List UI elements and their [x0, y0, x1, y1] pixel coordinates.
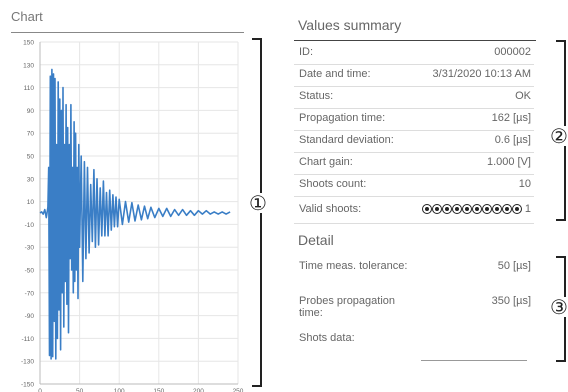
valid-shoot-dot — [441, 204, 452, 214]
detail-shots-data-label: Shots data: — [299, 332, 355, 344]
summary-row-value: 3/31/2020 10:13 AM — [432, 68, 531, 80]
y-tick-label: -110 — [21, 336, 34, 343]
summary-row-separator — [294, 130, 534, 131]
summary-row: Propagation time: 162 [µs] — [299, 112, 531, 124]
valid-shoot-dot — [471, 204, 482, 214]
summary-row-label: Date and time: — [299, 68, 371, 80]
detail-row-probes: Probes propagation time: 350 [µs] — [299, 295, 531, 319]
y-tick-label: 90 — [27, 108, 35, 115]
y-tick-label: -30 — [25, 245, 35, 252]
summary-row: Date and time: 3/31/2020 10:13 AM — [299, 68, 531, 80]
summary-row-label: Status: — [299, 90, 334, 102]
x-tick-label: 150 — [153, 388, 164, 392]
detail-probes-value: 350 [µs] — [491, 295, 531, 307]
summary-row-label: Shoots count: — [299, 178, 367, 190]
summary-row-label: Standard deviation: — [299, 134, 394, 146]
summary-row: Status: OK — [299, 90, 531, 102]
x-tick-label: 50 — [76, 388, 84, 392]
summary-title-rule — [294, 40, 536, 41]
summary-row-value: 162 [µs] — [491, 112, 531, 124]
y-tick-label: -10 — [25, 222, 35, 229]
y-tick-label: 130 — [23, 62, 34, 69]
summary-row-separator — [294, 108, 534, 109]
callout-2: ② — [550, 124, 568, 148]
summary-row-separator — [294, 152, 534, 153]
y-tick-label: -70 — [25, 290, 35, 297]
valid-shoots-row: Valid shoots: 1 — [299, 203, 531, 215]
detail-row-tolerance: Time meas. tolerance: 50 [µs] — [299, 260, 531, 272]
chart-title: Chart — [11, 9, 43, 24]
summary-row-label: ID: — [299, 46, 314, 58]
valid-shoot-dot — [501, 204, 512, 214]
detail-title: Detail — [298, 232, 334, 248]
valid-shoots-value: 1 — [524, 203, 531, 215]
detail-tolerance-label: Time meas. tolerance: — [299, 260, 408, 272]
valid-shoots-label: Valid shoots: — [299, 203, 362, 215]
y-tick-label: 150 — [23, 40, 34, 47]
summary-row-value: 000002 — [494, 46, 531, 58]
callout-1: ① — [249, 191, 267, 215]
y-tick-label: -90 — [25, 313, 35, 320]
summary-row-value: 1.000 [V] — [486, 156, 531, 168]
callout-3: ③ — [550, 295, 568, 319]
summary-row-separator — [294, 86, 534, 87]
summary-row: Standard deviation: 0.6 [µs] — [299, 134, 531, 146]
x-tick-label: 250 — [233, 388, 244, 392]
series-line — [39, 68, 231, 360]
x-tick-label: 100 — [114, 388, 125, 392]
summary-row: ID: 000002 — [299, 46, 531, 58]
detail-row-shots-data: Shots data: — [299, 332, 531, 344]
y-tick-label: -150 — [21, 382, 34, 389]
y-tick-label: 70 — [27, 131, 35, 138]
x-tick-label: 0 — [38, 388, 42, 392]
y-tick-label: 10 — [27, 199, 35, 206]
shots-data-line — [421, 360, 527, 361]
valid-shoots-value-group: 1 — [421, 203, 531, 215]
valid-shoots-indicator — [421, 204, 522, 214]
y-tick-label: 50 — [27, 154, 35, 161]
valid-shoot-dot — [511, 204, 522, 214]
y-tick-label: -130 — [21, 359, 34, 366]
summary-row-value: 0.6 [µs] — [494, 134, 531, 146]
summary-row-value: 10 — [518, 178, 531, 190]
valid-shoot-dot — [451, 204, 462, 214]
summary-row-separator — [294, 64, 534, 65]
y-tick-label: 110 — [24, 85, 35, 92]
y-tick-label: -50 — [25, 268, 35, 275]
valid-shoot-dot — [491, 204, 502, 214]
x-tick-label: 200 — [193, 388, 204, 392]
summary-row-separator — [294, 196, 534, 197]
chart-title-rule — [11, 32, 244, 33]
summary-row-separator — [294, 174, 534, 175]
summary-title: Values summary — [298, 17, 402, 33]
valid-shoot-dot — [421, 204, 432, 214]
detail-probes-label: Probes propagation time: — [299, 295, 396, 319]
summary-row-value: OK — [515, 90, 531, 102]
valid-shoot-dot — [481, 204, 492, 214]
summary-row: Chart gain: 1.000 [V] — [299, 156, 531, 168]
y-tick-label: 30 — [27, 176, 35, 183]
summary-row: Shoots count: 10 — [299, 178, 531, 190]
valid-shoot-dot — [461, 204, 472, 214]
summary-row-label: Propagation time: — [299, 112, 386, 124]
detail-tolerance-value: 50 [µs] — [497, 260, 531, 272]
summary-row-label: Chart gain: — [299, 156, 353, 168]
valid-shoot-dot — [431, 204, 442, 214]
summary-end-sep — [294, 223, 534, 224]
waveform-chart: 150 130 110 90 70 50 30 10 -10 -30 -50 -70 -90 -110 -1… — [21, 40, 244, 392]
